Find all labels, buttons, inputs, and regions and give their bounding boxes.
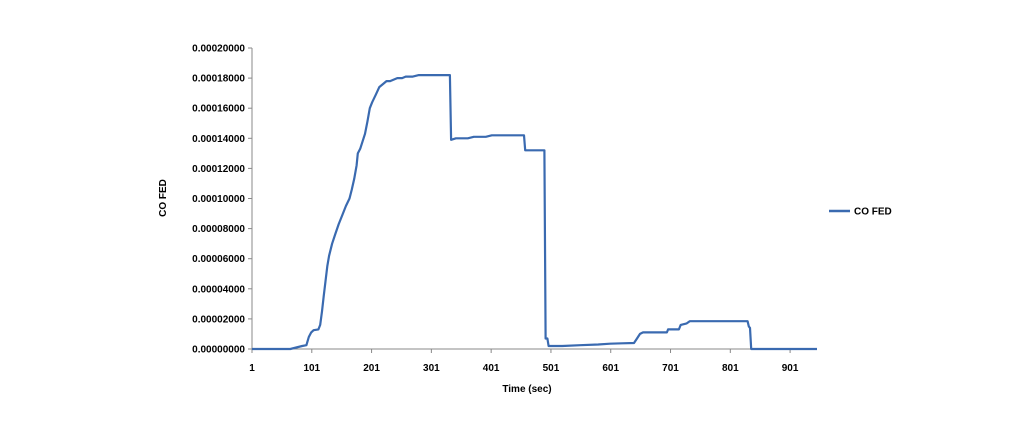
y-tick-label: 0.00016000	[192, 104, 245, 115]
y-axis-ticks: 0.00000000 0.00002000 0.00004000 0.00006000…	[192, 44, 252, 356]
y-axis-title: CO FED	[158, 179, 169, 217]
y-tick-label: 0.00020000	[192, 44, 245, 55]
y-tick-label: 0.00014000	[192, 134, 245, 145]
y-tick-label: 0.00004000	[192, 284, 245, 295]
x-axis-ticks: 1 101 201 301 401 501 601 701 801 901	[249, 349, 799, 374]
x-tick-label: 401	[483, 363, 500, 374]
x-tick-label: 301	[423, 363, 440, 374]
x-tick-label: 101	[303, 363, 320, 374]
x-tick-label: 901	[782, 363, 799, 374]
legend-label: CO FED	[854, 207, 892, 218]
y-tick-label: 0.00000000	[192, 345, 245, 356]
series-line-co-fed	[252, 74, 817, 351]
x-tick-label: 201	[363, 363, 380, 374]
y-tick-label: 0.00012000	[192, 164, 245, 175]
legend: CO FED	[829, 207, 892, 218]
y-tick-label: 0.00006000	[192, 254, 245, 265]
series-layer	[252, 74, 817, 351]
x-tick-label: 1	[249, 363, 255, 374]
y-tick-label: 0.00010000	[192, 194, 245, 205]
x-tick-label: 801	[722, 363, 739, 374]
x-tick-label: 501	[543, 363, 560, 374]
y-tick-label: 0.00018000	[192, 74, 245, 85]
y-tick-label: 0.00002000	[192, 314, 245, 325]
x-tick-label: 601	[602, 363, 619, 374]
x-axis-title: Time (sec)	[502, 384, 551, 395]
y-tick-label: 0.00008000	[192, 224, 245, 235]
x-tick-label: 701	[662, 363, 679, 374]
